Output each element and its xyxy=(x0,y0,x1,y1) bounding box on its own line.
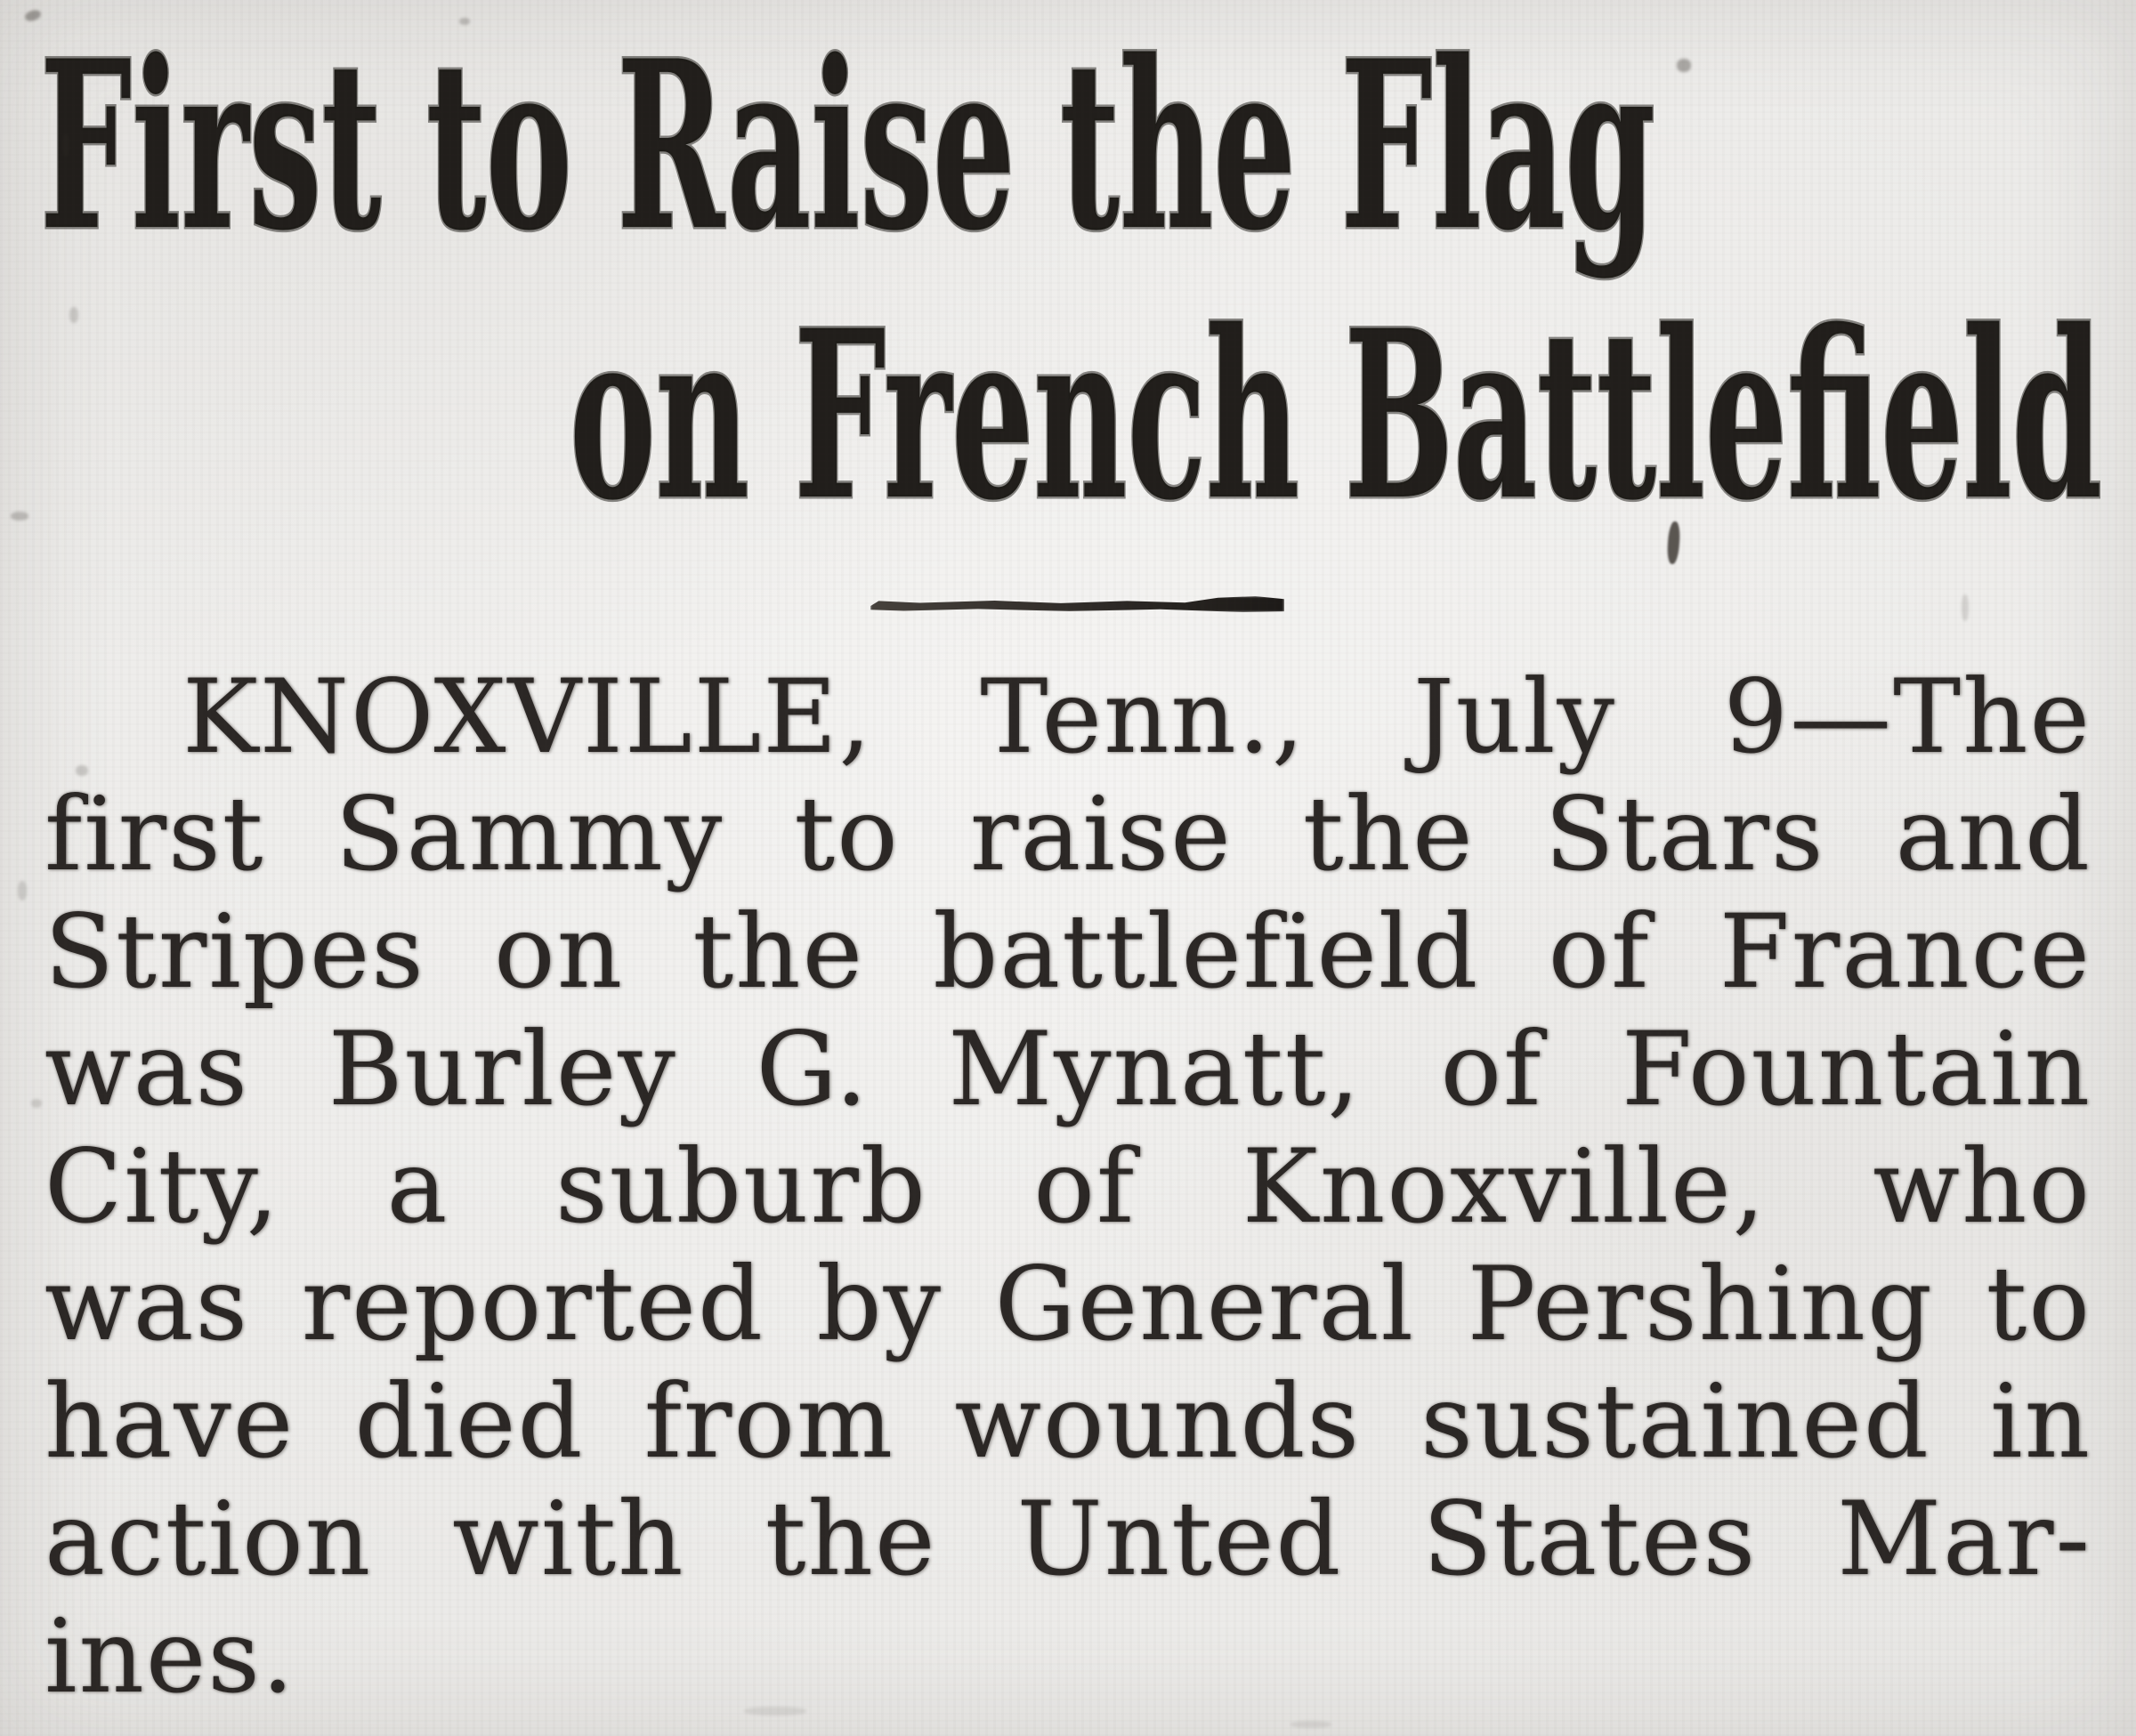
body-line-4: was Burley G. Mynatt, of Fountain xyxy=(44,1010,2092,1128)
body-line-2: first Sammy to raise the Stars and xyxy=(44,775,2092,893)
ink-speck xyxy=(31,1099,42,1108)
article-body: KNOXVILLE, Tenn., July 9—The first Sammy… xyxy=(44,658,2092,1716)
body-line-8: action with the Unted States Mar- xyxy=(44,1480,2092,1598)
body-line-3: Stripes on the battlefield of France xyxy=(44,892,2092,1011)
body-line-1: KNOXVILLE, Tenn., July 9—The xyxy=(182,658,2092,776)
headline-line-1: First to Raise the Flag xyxy=(38,9,1658,285)
ink-speck xyxy=(18,881,27,900)
headline-line-2-text: on French Battlefield xyxy=(570,280,2102,552)
ink-speck xyxy=(459,18,470,25)
headline-line-1-text: First to Raise the Flag xyxy=(40,11,1655,282)
ink-speck xyxy=(1290,1721,1331,1728)
body-line-9: ines. xyxy=(44,1597,296,1716)
ink-speck xyxy=(76,765,88,776)
body-line-6: was reported by General Pershing to xyxy=(44,1245,2092,1363)
ink-speck xyxy=(69,307,78,323)
ink-speck xyxy=(1962,594,1969,621)
ink-speck xyxy=(744,1707,806,1716)
body-line-7: have died from wounds sustained in xyxy=(44,1362,2092,1481)
ink-speck xyxy=(62,133,69,157)
ink-speck xyxy=(1677,59,1691,72)
ink-speck xyxy=(313,1308,322,1315)
ink-speck xyxy=(11,512,28,521)
headline-line-2: on French Battlefield xyxy=(568,279,2105,554)
body-line-5: City, a suburb of Knoxville, who xyxy=(44,1127,2092,1246)
